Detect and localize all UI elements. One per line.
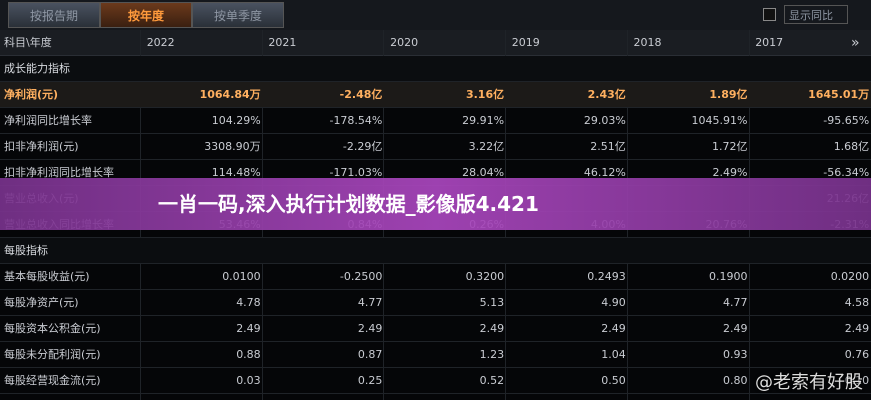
cell-value: 0.93 [723,348,748,361]
tab[interactable]: 按年度 [100,2,192,28]
column-header: 2020 [390,36,419,49]
row-label: 净利润同比增长率 [4,114,92,127]
cell-value: 104.29% [211,114,261,127]
cell-value: 2.49 [844,322,870,335]
cell-value: 28.04% [462,166,505,179]
tab[interactable]: 按单季度 [192,2,284,28]
table-row [0,264,871,290]
cell-value: 4.90 [601,296,626,309]
table-row [0,82,871,108]
cell-value: 0.80 [723,374,748,387]
row-label: 每股资本公积金(元) [4,322,101,335]
row-label: 扣非净利润同比增长率 [4,166,114,179]
cell-value: 1045.91% [691,114,748,127]
table-row [0,368,871,394]
column-header: 2019 [511,36,540,49]
cell-value: 1.68亿 [833,140,870,153]
cell-value: 0.1900 [709,270,748,283]
table-row [0,290,871,316]
table-row [0,342,871,368]
cell-value: -171.03% [329,166,383,179]
cell-value: 2.43亿 [587,88,626,101]
column-header: 2017 [755,36,784,49]
cell-value: 3308.90万 [204,140,261,153]
cell-value: -0.2500 [339,270,383,283]
row-label: 每股未分配利润(元) [4,348,101,361]
tab[interactable]: 按报告期 [8,2,100,28]
cell-value: 0.50 [601,374,626,387]
cell-value: 4.77 [357,296,383,309]
row-label: 每股经营现金流(元) [4,374,101,387]
column-header: 2022 [146,36,175,49]
banner: 一肖一码,深入执行计划数据_影像版4.421 [0,178,871,230]
cell-value: 1064.84万 [199,88,261,101]
row-label: 净利润(元) [4,88,59,101]
cell-value: 0.0200 [830,270,870,283]
column-header: 2021 [268,36,297,49]
section-row [0,238,871,264]
cell-value: -178.54% [329,114,383,127]
cell-value: 1.23 [479,348,505,361]
cell-value: 0.76 [844,348,870,361]
column-header: 2018 [633,36,662,49]
watermark: @老索有好股 [755,372,863,393]
cell-value: 1.04 [601,348,626,361]
table-row [0,212,871,238]
cell-value: 3.16亿 [465,88,505,101]
cell-value: 2.49% [712,166,748,179]
header-row [0,30,871,56]
checkbox-label[interactable]: 显示同比 [784,5,848,24]
cell-value: 114.48% [211,166,261,179]
table-row [0,134,871,160]
cell-value: 4.77 [723,296,748,309]
cell-value: -95.65% [823,114,870,127]
cell-value: 46.12% [583,166,626,179]
section-title: 成长能力指标 [4,62,70,75]
cell-value: 0.87 [357,348,383,361]
cell-value: 0.52 [479,374,505,387]
corner-label: 科目\年度 [4,36,52,49]
cell-value: 0.25 [357,374,383,387]
cell-value: 1.89亿 [709,88,748,101]
cell-value: 0.10 [844,374,870,387]
cell-value: 2.51亿 [590,140,626,153]
cell-value: 29.91% [462,114,505,127]
cell-value: 2.49 [723,322,748,335]
cell-value: 29.03% [583,114,626,127]
cell-value: 5.13 [479,296,505,309]
table-row [0,108,871,134]
cell-value: 0.0100 [222,270,261,283]
cell-value: -2.48亿 [339,88,383,101]
row-label: 扣非净利润(元) [4,140,79,153]
cell-value: 1.72亿 [712,140,748,153]
cell-value: 4.58 [844,296,870,309]
cell-value: 0.03 [236,374,261,387]
section-row [0,56,871,82]
cell-value: 3.22亿 [468,140,505,153]
more-button[interactable]: » [851,35,860,51]
cell-value: 2.49 [479,322,505,335]
cell-value: 0.3200 [465,270,505,283]
cell-value: 2.49 [357,322,383,335]
cell-value: 1645.01万 [808,88,870,101]
cell-value: 2.49 [601,322,626,335]
cell-value: -2.29亿 [342,140,383,153]
cell-value: 0.2493 [587,270,626,283]
section-title: 每股指标 [4,244,48,257]
cell-value: -56.34% [823,166,870,179]
cell-value: 2.49 [236,322,261,335]
cell-value: 4.78 [236,296,261,309]
row-label: 基本每股收益(元) [4,270,90,283]
cell-value: 0.88 [236,348,261,361]
checkbox[interactable] [763,8,776,21]
row-label: 每股净资产(元) [4,296,79,309]
table-row [0,316,871,342]
